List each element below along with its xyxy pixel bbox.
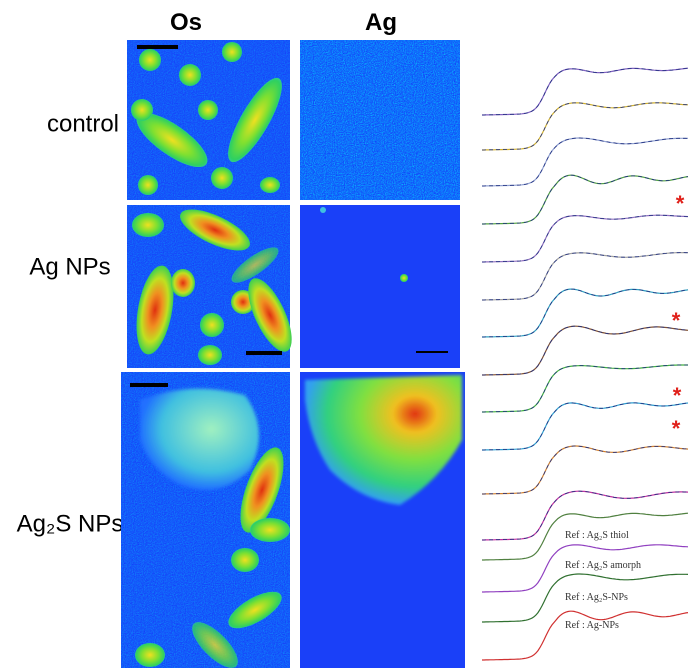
spectrum [482,214,689,263]
spectrum [482,610,689,661]
spectrum-fit [482,174,689,225]
spectrum [482,490,689,541]
spectrum [482,512,689,561]
spectrum [482,288,689,338]
spectrum-fit [482,402,689,451]
reference-label: Ref : Ag-NPs [565,620,619,631]
row-label: Ag NPs [29,253,110,280]
spectrum [482,573,689,623]
marker: * [676,191,685,216]
spectrum-fit [482,288,689,338]
spectrum-fit [482,214,689,263]
reference-label: Ref : Ag₂S thiol [565,530,629,541]
micrograph [127,40,290,200]
reference-label: Ref : Ag₂S amorph [565,560,641,571]
micrograph [300,40,460,200]
spectrum [482,544,689,593]
spectrum [482,402,689,451]
marker: * [673,383,682,408]
micrograph [300,205,460,368]
marker: * [672,416,681,441]
micrograph [300,372,465,668]
row-label: Ag₂S NPs [17,510,124,537]
spectrum [482,445,689,495]
spectrum-fit [482,325,689,376]
column-header: Ag [365,9,397,36]
micrograph [121,372,290,668]
reference-label: Ref : Ag₂S-NPs [565,592,628,603]
spectrum-fit [482,445,689,495]
spectrum-fit [482,67,689,116]
spectrum [482,137,689,187]
micrograph [127,205,292,368]
spectrum [482,325,689,376]
column-header: Os [170,9,202,36]
spectrum [482,252,688,301]
spectra-panel [482,67,689,661]
spectrum [482,102,689,151]
marker: * [672,308,681,333]
spectrum-fit [482,102,689,151]
spectrum [482,67,689,116]
spectrum [482,364,688,413]
row-label: control [47,110,119,137]
